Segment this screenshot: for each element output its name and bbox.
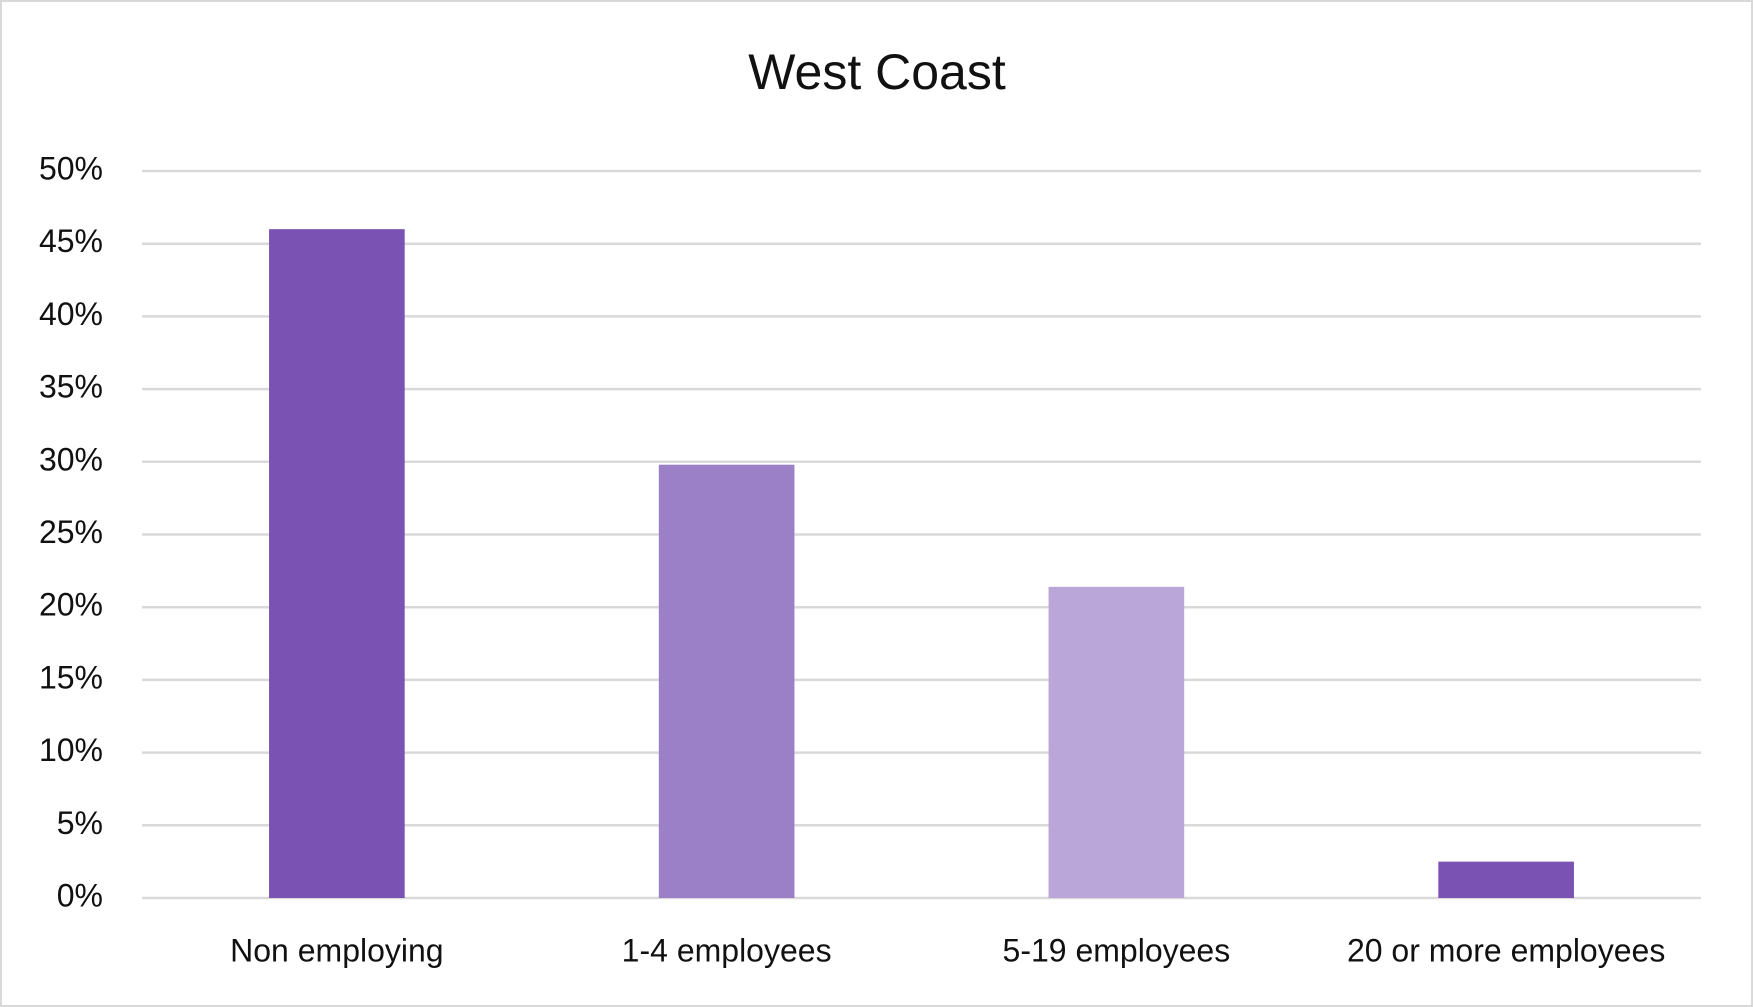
y-tick-label: 35% [39,369,103,405]
y-tick-label: 25% [39,514,103,550]
bar [1438,861,1574,898]
y-tick-label: 50% [39,150,103,186]
bar [658,464,795,898]
chart-title: West Coast [748,44,1006,100]
y-tick-label: 10% [39,732,103,768]
y-tick-label: 40% [39,296,103,332]
bar [1048,586,1185,898]
bar [269,229,405,898]
y-tick-label: 45% [39,223,103,259]
x-tick-label: 20 or more employees [1347,932,1665,968]
x-tick-label: 5-19 employees [1003,932,1231,968]
y-tick-label: 30% [39,441,103,477]
y-tick-label: 15% [39,659,103,695]
y-tick-label: 5% [57,805,103,841]
x-tick-label: 1-4 employees [622,932,832,968]
y-tick-label: 0% [57,877,103,913]
y-tick-label: 20% [39,587,103,623]
x-tick-label: Non employing [230,932,443,968]
